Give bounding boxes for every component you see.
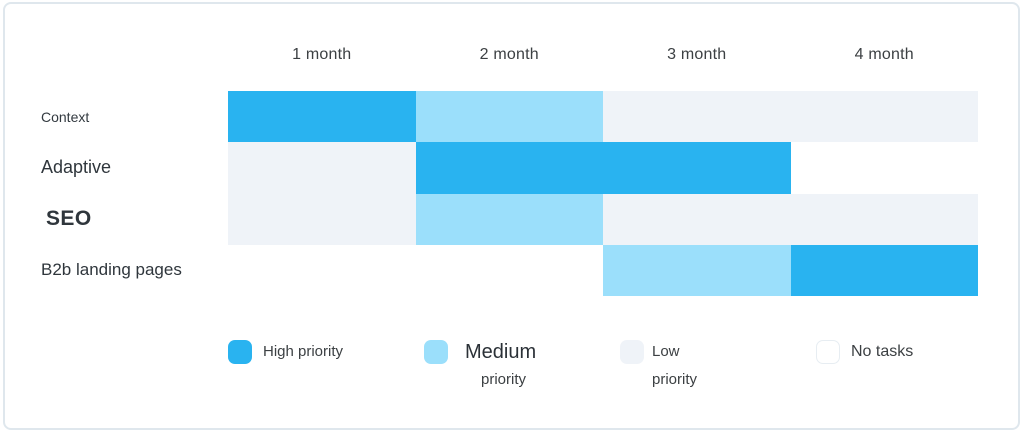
legend-label-low: Low priority [652,340,697,388]
column-header-2-month: 2 month [479,46,539,63]
column-header-3-month: 3 month [667,46,727,63]
legend-item-low: Low priority [620,340,816,388]
legend-label-line: priority [652,371,698,388]
cell-b2b-landing-pages-4-month [790,244,978,296]
legend-label-line: priority [481,371,527,388]
cell-b2b-landing-pages-3-month [603,244,791,296]
cell-seo-3-month [603,193,791,245]
cell-context-2-month [415,91,603,143]
cell-adaptive-3-month [603,142,791,194]
row-label-context: Context [41,108,90,125]
cell-context-4-month [790,91,978,143]
cell-b2b-landing-pages-1-month [228,244,416,296]
legend-item-medium: Medium priority [424,340,620,388]
cell-b2b-landing-pages-2-month [415,244,603,296]
row-label-b2b-landing-pages: B2b landing pages [41,260,182,280]
legend-label-line: Low [652,343,680,360]
cell-context-3-month [603,91,791,143]
cell-seo-1-month [228,193,416,245]
row-label-adaptive: Adaptive [41,157,112,178]
cell-adaptive-4-month [790,142,978,194]
column-header-1-month: 1 month [292,46,352,63]
column-header-4-month: 4 month [854,46,914,63]
legend-label-line: Medium [465,341,537,363]
cell-adaptive-2-month [415,142,603,194]
cell-context-1-month [228,91,416,143]
cell-adaptive-1-month [228,142,416,194]
cell-seo-2-month [415,193,603,245]
legend-swatch-low [620,340,644,364]
task-labels: Context Adaptive SEO B2b landing pages [0,91,228,296]
legend-label-line: No tasks [851,343,914,360]
roadmap-grid [228,91,978,296]
legend: High priority Medium priority Low priority No… [228,340,1012,388]
legend-label-high: High priority [263,340,343,364]
row-label-seo: SEO [46,207,92,231]
legend-item-high: High priority [228,340,424,388]
legend-label-medium: Medium priority [465,340,536,388]
month-headers: 1 month 2 month 3 month 4 month [228,40,978,70]
cell-seo-4-month [790,193,978,245]
legend-swatch-high [228,340,252,364]
legend-label-line: High priority [263,343,344,360]
legend-label-none: No tasks [851,340,913,364]
legend-item-none: No tasks [816,340,1012,388]
legend-swatch-medium [424,340,448,364]
legend-swatch-none [816,340,840,364]
